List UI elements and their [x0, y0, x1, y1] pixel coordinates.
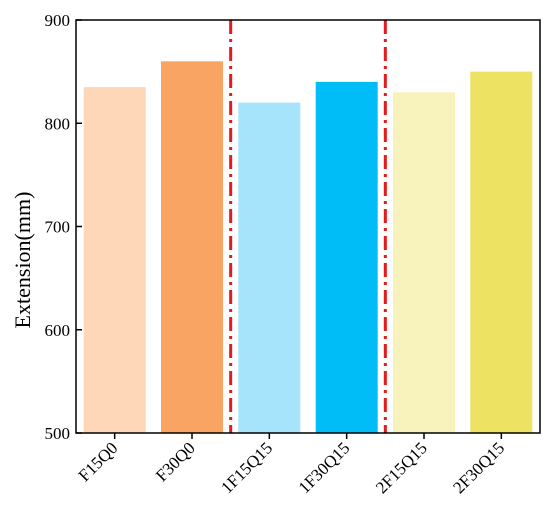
y-tick-label-500: 500: [45, 424, 71, 443]
axes: [75, 19, 541, 439]
y-axis-title: Extension(mm): [10, 192, 35, 329]
bars-layer: [83, 61, 533, 434]
y-tick-label-700: 700: [45, 218, 71, 237]
bar-1F15Q15: [238, 102, 301, 433]
group-separators: [229, 20, 387, 433]
bar-1F30Q15: [315, 81, 378, 434]
x-tick-label-F30Q0: F30Q0: [152, 438, 199, 485]
bar-2F15Q15: [393, 92, 455, 434]
x-tick-label-F15Q0: F15Q0: [75, 438, 122, 485]
y-tick-label-900: 900: [45, 11, 71, 30]
bar-F30Q0: [161, 61, 223, 434]
bar-F15Q0: [83, 87, 146, 433]
bar-2F30Q15: [470, 71, 533, 433]
y-tick-label-600: 600: [45, 321, 71, 340]
x-tick-label-1F15Q15: 1F15Q15: [217, 438, 276, 497]
x-tick-label-1F30Q15: 1F30Q15: [295, 438, 354, 497]
x-tick-label-2F30Q15: 2F30Q15: [449, 438, 508, 497]
x-tick-label-2F15Q15: 2F15Q15: [372, 438, 431, 497]
y-tick-label-800: 800: [45, 114, 71, 133]
